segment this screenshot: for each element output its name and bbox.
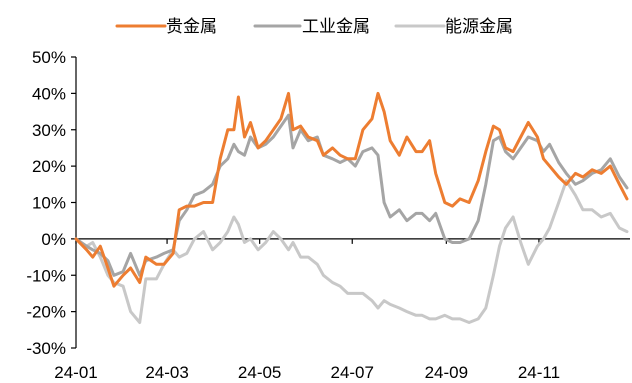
x-tick-label: 24-01 (54, 363, 97, 382)
series-line-1 (74, 91, 629, 288)
y-tick-label: 30% (32, 121, 66, 140)
legend-item-3: 能源金属 (394, 17, 513, 37)
y-tick-label: -20% (26, 303, 66, 322)
x-tick-label: 24-09 (425, 363, 468, 382)
legend-label: 贵金属 (166, 17, 217, 37)
series-line-2 (74, 113, 629, 277)
y-tick-label: -10% (26, 266, 66, 285)
y-axis: -30% -20% -10% 0% 10% 20% 30% 40% 50% (26, 48, 77, 358)
x-tick-label: 24-05 (238, 363, 281, 382)
legend-item-1: 贵金属 (115, 17, 217, 37)
series-layer (74, 91, 629, 324)
y-tick-label: 40% (32, 84, 66, 103)
series-line-3 (74, 179, 629, 324)
x-tick-label: 24-11 (518, 363, 560, 382)
legend-label: 能源金属 (445, 17, 513, 37)
x-tick-label: 24-03 (145, 363, 188, 382)
legend: 贵金属 工业金属 能源金属 (115, 17, 513, 37)
y-tick-label: 0% (41, 230, 66, 249)
x-axis: 24-01 24-03 24-05 24-07 24-09 24-11 (54, 238, 630, 382)
y-tick-label: 50% (32, 48, 66, 67)
y-tick-label: 20% (32, 157, 66, 176)
y-tick-label: -30% (26, 339, 66, 358)
legend-item-2: 工业金属 (253, 17, 370, 37)
legend-label: 工业金属 (302, 17, 370, 37)
y-tick-label: 10% (32, 194, 66, 213)
x-tick-label: 24-07 (330, 363, 373, 382)
